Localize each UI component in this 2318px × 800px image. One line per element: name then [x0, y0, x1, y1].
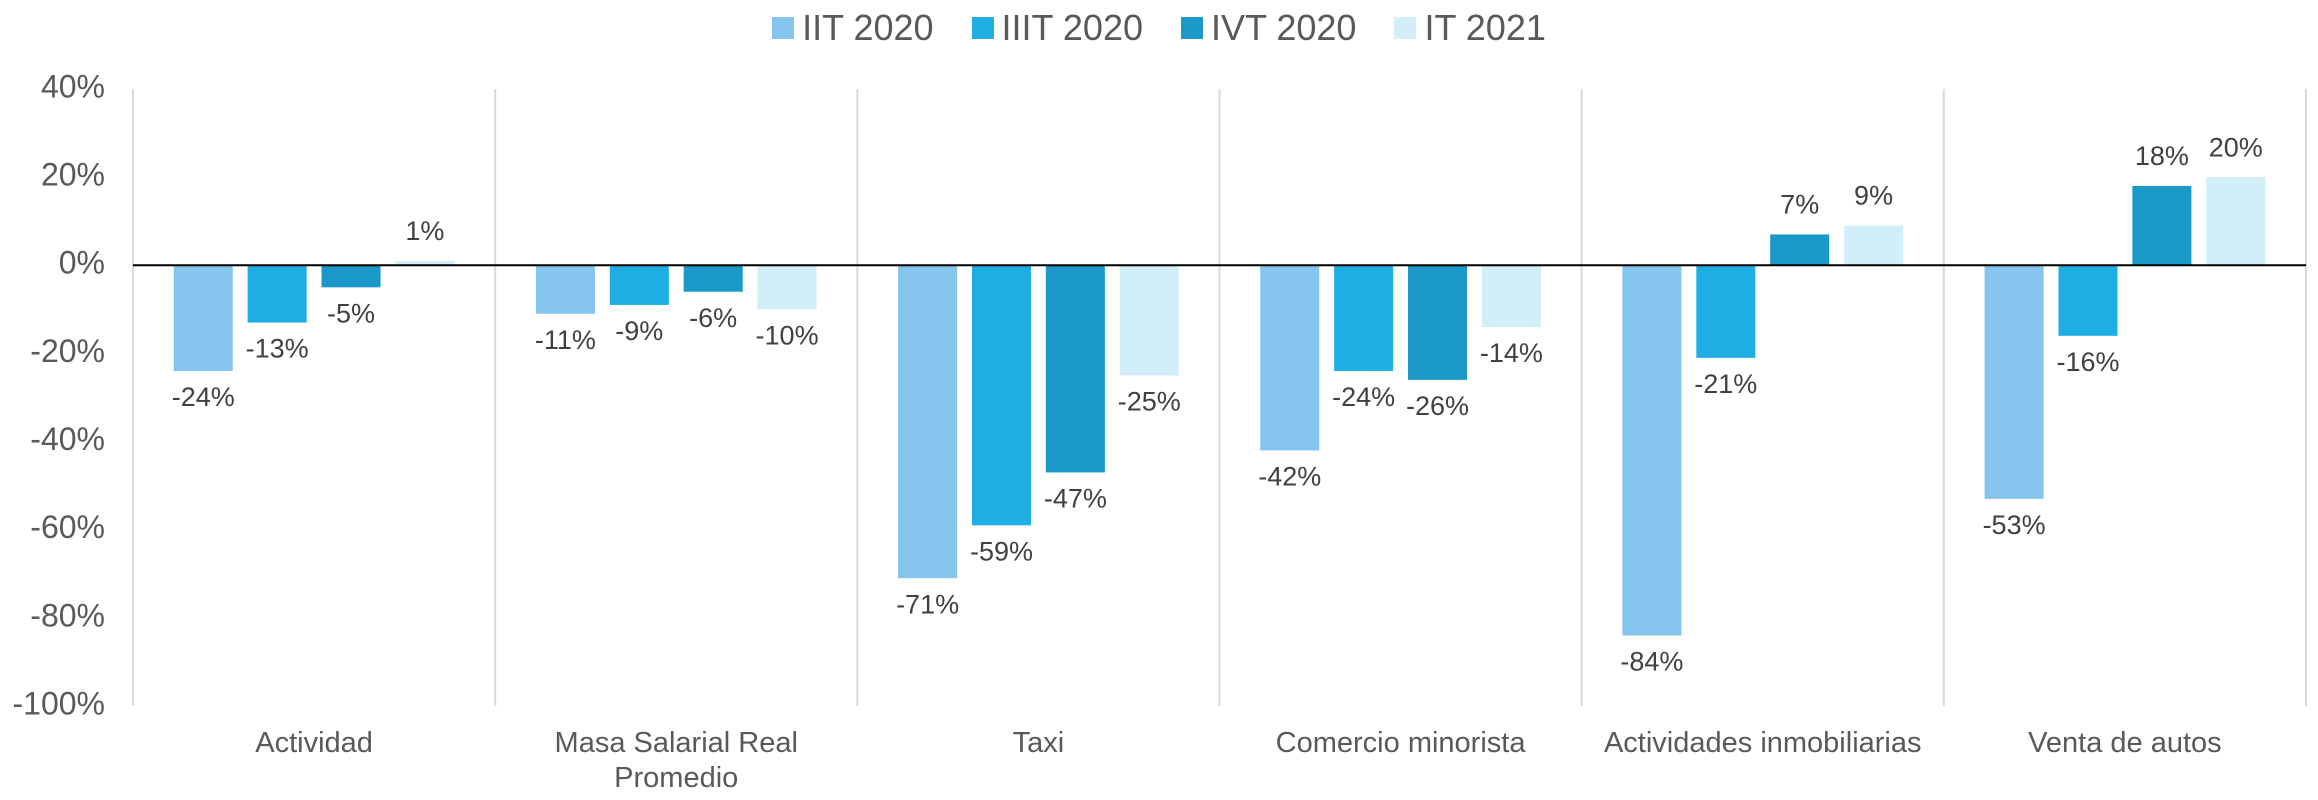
- bar: [535, 265, 595, 314]
- data-label: -10%: [756, 320, 819, 350]
- bar: [1770, 234, 1830, 266]
- bar: [1984, 265, 2044, 499]
- x-tick-label: Taxi: [1012, 727, 1065, 759]
- x-tick-label: Venta de autos: [2028, 727, 2222, 759]
- bar: [247, 265, 307, 323]
- legend-swatch: [1394, 17, 1417, 39]
- bar: [1260, 265, 1320, 451]
- y-tick-label: -60%: [30, 509, 105, 545]
- data-label: -11%: [535, 325, 596, 355]
- bar: [1408, 265, 1468, 380]
- bar: [173, 265, 233, 372]
- data-label: 9%: [1854, 181, 1893, 211]
- x-tick-label: Masa Salarial Real Promedio: [554, 727, 798, 794]
- bar: [395, 260, 455, 266]
- bar: [2206, 177, 2266, 266]
- bar: [898, 265, 958, 579]
- legend-label: IT 2021: [1424, 7, 1546, 48]
- bar: [1045, 265, 1105, 473]
- legend-item: IVT 2020: [1180, 7, 1357, 49]
- data-label: -47%: [1044, 484, 1107, 514]
- data-label: -26%: [1406, 391, 1469, 421]
- data-label: -84%: [1620, 647, 1683, 677]
- legend-swatch: [1180, 17, 1203, 39]
- legend-item: IT 2021: [1394, 7, 1546, 49]
- y-tick-label: -100%: [13, 685, 106, 721]
- x-tick-label: Actividad: [255, 727, 373, 759]
- data-label: -53%: [1983, 510, 2046, 540]
- y-tick-label: 20%: [41, 157, 105, 193]
- legend-label: IIIT 2020: [1001, 7, 1143, 48]
- data-label: -24%: [172, 382, 235, 412]
- bar: [1622, 265, 1682, 636]
- y-tick-label: -20%: [30, 333, 105, 369]
- data-label: -42%: [1258, 462, 1321, 492]
- legend-label: IVT 2020: [1210, 7, 1357, 48]
- x-tick-label: Actividades inmobiliarias: [1603, 727, 1922, 759]
- bar: [1844, 225, 1904, 266]
- data-label: -71%: [896, 589, 959, 619]
- bar: [1119, 265, 1179, 376]
- x-tick-label: Comercio minorista: [1275, 727, 1526, 759]
- y-tick-label: -40%: [30, 421, 105, 457]
- bar: [321, 265, 381, 288]
- bar: [683, 265, 743, 292]
- data-label: -59%: [970, 536, 1033, 566]
- bar: [1481, 265, 1541, 327]
- data-label: -13%: [246, 334, 309, 364]
- bar: [2058, 265, 2118, 336]
- data-label: -5%: [327, 298, 375, 328]
- bar: [609, 265, 669, 305]
- data-label: 1%: [405, 216, 444, 246]
- data-label: 18%: [2135, 141, 2189, 171]
- data-label: -21%: [1694, 369, 1757, 399]
- data-label: -9%: [615, 316, 663, 346]
- y-tick-label: 40%: [41, 68, 105, 104]
- data-label: 20%: [2209, 132, 2263, 162]
- legend-swatch: [971, 17, 994, 39]
- bar: [2132, 185, 2192, 266]
- data-label: -14%: [1480, 338, 1543, 368]
- data-label: 7%: [1780, 190, 1819, 220]
- legend-swatch: [772, 17, 795, 39]
- legend-label: IIT 2020: [802, 7, 934, 48]
- data-label: -24%: [1332, 382, 1395, 412]
- legend-item: IIIT 2020: [971, 7, 1143, 49]
- bar: [757, 265, 817, 310]
- y-tick-label: 0%: [59, 245, 105, 281]
- data-label: -16%: [2056, 347, 2119, 377]
- data-label: -25%: [1118, 387, 1181, 417]
- y-tick-label: -80%: [30, 597, 105, 633]
- legend: IIT 2020 IIIT 2020 IVT 2020 IT 2021: [0, 0, 2318, 56]
- data-label: -6%: [689, 303, 737, 333]
- bar: [1696, 265, 1756, 358]
- bar: [1334, 265, 1394, 372]
- legend-item: IIT 2020: [772, 7, 934, 49]
- bar: [971, 265, 1031, 526]
